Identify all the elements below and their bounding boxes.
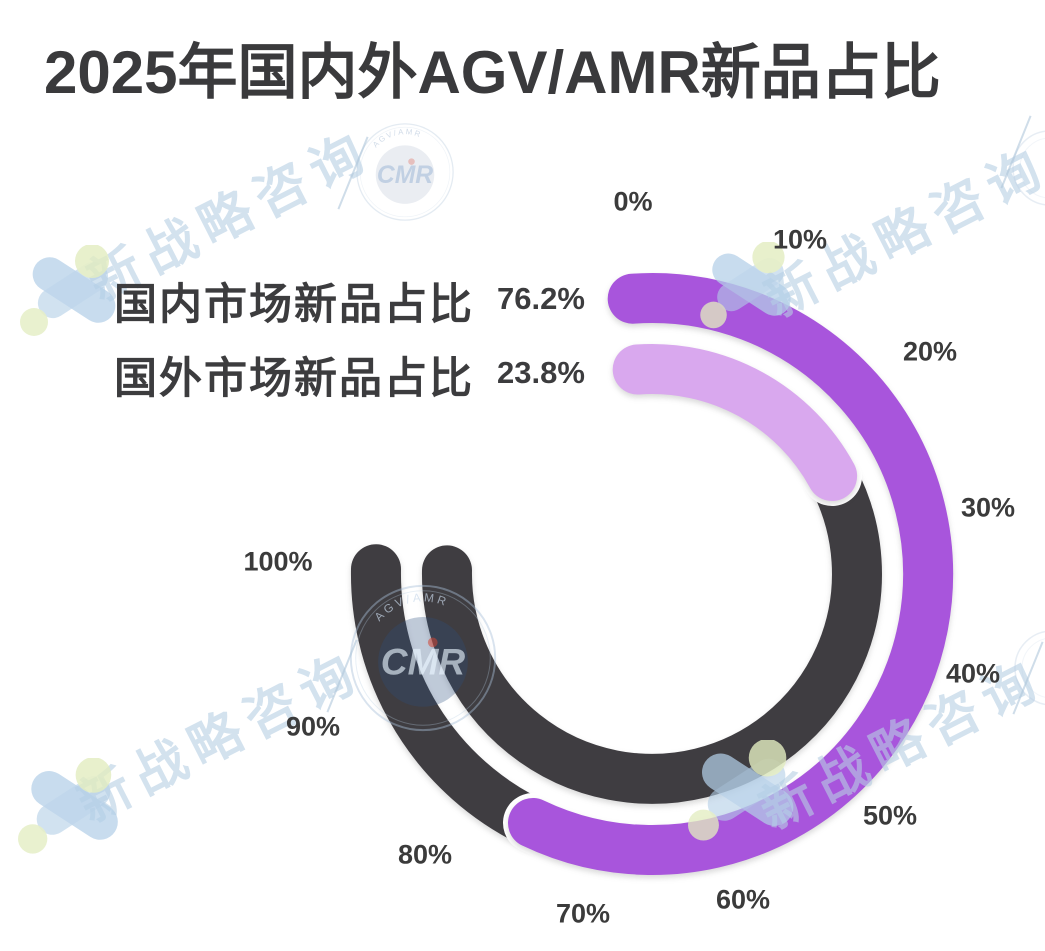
chart-title: 2025年国内外AGV/AMR新品占比 [44,39,941,106]
outer-ring-value-arc [508,273,954,876]
inner-ring-value-arc [612,344,858,501]
outer-ring-remainder-arc [350,544,558,848]
inner-ring-remainder-arc [421,451,882,804]
